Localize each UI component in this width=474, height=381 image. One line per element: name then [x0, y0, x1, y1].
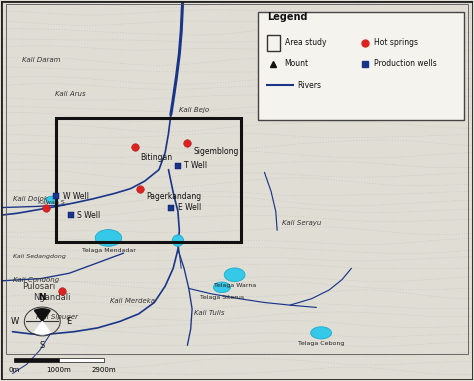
- Polygon shape: [35, 309, 50, 322]
- Bar: [56, 118, 241, 242]
- Text: Bitingan: Bitingan: [140, 152, 172, 162]
- Ellipse shape: [95, 230, 122, 246]
- Text: Kali Daram: Kali Daram: [22, 56, 61, 62]
- Bar: [14, 358, 59, 362]
- Text: Hot springs: Hot springs: [374, 38, 418, 47]
- Text: Kali Tulis: Kali Tulis: [193, 310, 224, 316]
- Text: Ngandali: Ngandali: [33, 293, 70, 302]
- Text: Kali Sedangdong: Kali Sedangdong: [12, 255, 65, 259]
- Text: Kali Merdeka: Kali Merdeka: [110, 298, 155, 304]
- Text: W Well: W Well: [63, 192, 89, 201]
- Text: T Well: T Well: [184, 161, 207, 170]
- Text: Mount: Mount: [285, 59, 309, 69]
- Ellipse shape: [46, 196, 57, 204]
- Text: Rivers: Rivers: [298, 81, 321, 90]
- Text: Legend: Legend: [267, 13, 307, 22]
- Text: Kali Arus: Kali Arus: [55, 91, 86, 97]
- Text: Pulosari: Pulosari: [22, 282, 55, 291]
- Text: Kali Serayu: Kali Serayu: [282, 220, 321, 226]
- Text: Kali Bejo: Kali Bejo: [179, 107, 210, 113]
- Text: S Well: S Well: [77, 211, 100, 220]
- Text: Sigemblong: Sigemblong: [193, 147, 239, 156]
- Text: Kawah S..: Kawah S..: [37, 200, 68, 205]
- Bar: [258, 12, 464, 120]
- Text: Telaga Cebong: Telaga Cebong: [298, 341, 344, 346]
- Text: Pagerkandang: Pagerkandang: [146, 192, 201, 202]
- Text: E: E: [66, 317, 71, 326]
- Ellipse shape: [172, 235, 183, 246]
- Text: Kali Dolok: Kali Dolok: [12, 196, 47, 202]
- Polygon shape: [35, 322, 50, 334]
- Text: Kali Sipuger: Kali Sipuger: [36, 314, 78, 320]
- Text: Telaga Siterus: Telaga Siterus: [200, 295, 244, 299]
- Text: Area study: Area study: [285, 38, 326, 47]
- Text: 2900m: 2900m: [91, 367, 116, 373]
- Text: Kali Condong: Kali Condong: [12, 277, 59, 283]
- Text: S: S: [40, 341, 45, 350]
- Text: 1000m: 1000m: [46, 367, 71, 373]
- Text: W: W: [10, 317, 18, 326]
- Ellipse shape: [213, 282, 230, 293]
- Text: Telaga Mendadar: Telaga Mendadar: [82, 248, 136, 253]
- Text: Telaga Warna: Telaga Warna: [213, 283, 256, 288]
- Text: 0m: 0m: [9, 367, 19, 373]
- Ellipse shape: [311, 327, 331, 339]
- Bar: [59, 358, 104, 362]
- Text: N: N: [38, 293, 46, 302]
- Text: Production wells: Production wells: [374, 59, 437, 69]
- Ellipse shape: [224, 268, 245, 282]
- Bar: [267, 35, 280, 51]
- Text: E Well: E Well: [178, 203, 201, 212]
